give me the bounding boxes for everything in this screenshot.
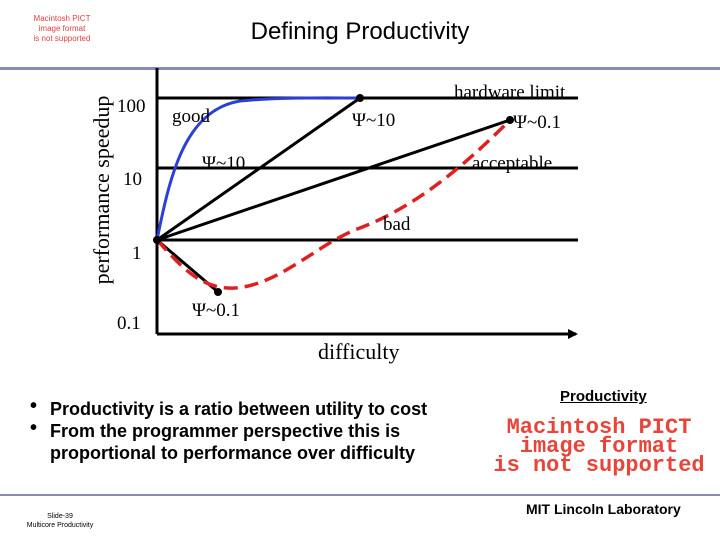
label-psi-10-lower: Ψ~10	[202, 153, 246, 174]
label-hardware-limit: hardware limit	[454, 82, 566, 103]
y-tick-100: 100	[117, 96, 146, 117]
bullet-text: From the programmer perspective this is …	[50, 421, 416, 463]
pict-small-line-3: is not supported	[33, 34, 91, 43]
line-to-good-point	[156, 96, 361, 242]
bullet-dot-icon: •	[30, 395, 38, 417]
bullet-item: • Productivity is a ratio between utilit…	[24, 395, 494, 420]
good-curve	[155, 96, 361, 241]
label-psi-10-upper: Ψ~10	[352, 110, 396, 131]
slide-info: Slide-39 Multicore Productivity	[0, 512, 120, 530]
unsupported-image-placeholder-small: Macintosh PICT image format is not suppo…	[22, 14, 102, 44]
footer-divider	[0, 494, 720, 496]
bullet-item: • From the programmer perspective this i…	[24, 417, 494, 464]
label-acceptable: acceptable	[472, 153, 553, 174]
bullet-text: Productivity is a ratio between utility …	[50, 399, 428, 419]
unsupported-image-placeholder-large: Macintosh PICT image format is not suppo…	[488, 415, 710, 478]
slide-title: Defining Productivity	[250, 18, 470, 45]
x-axis-label: difficulty	[318, 339, 400, 364]
label-bad: bad	[383, 214, 411, 235]
origin-point	[153, 236, 161, 244]
productivity-label: Productivity	[560, 388, 647, 405]
header-divider	[0, 67, 720, 70]
pict-large-line-2: image format	[519, 434, 679, 459]
label-good: good	[172, 106, 210, 127]
low-point	[214, 288, 222, 296]
pict-large-line-3: is not supported	[493, 453, 705, 478]
bullet-dot-icon: •	[30, 417, 38, 439]
hardware-limit-point	[506, 116, 514, 124]
organization-name: MIT Lincoln Laboratory	[526, 501, 681, 517]
label-psi-0-1-lower: Ψ~0.1	[192, 300, 241, 321]
pict-small-line-1: Macintosh PICT	[33, 14, 91, 23]
line-to-hardware-limit-point	[156, 118, 511, 242]
label-psi-0-1-upper: Ψ~0.1	[513, 112, 562, 133]
slide-number: Slide-39	[47, 513, 73, 520]
bullet-list: • Productivity is a ratio between utilit…	[24, 395, 494, 464]
bad-curve	[155, 118, 512, 290]
pict-large-line-1: Macintosh PICT	[506, 415, 692, 440]
good-point	[356, 94, 364, 102]
y-tick-10: 10	[123, 169, 142, 190]
pict-small-line-2: image format	[38, 24, 86, 33]
slide-deck-title: Multicore Productivity	[26, 522, 94, 529]
y-tick-1: 1	[132, 243, 142, 264]
y-tick-0-1: 0.1	[117, 313, 141, 334]
